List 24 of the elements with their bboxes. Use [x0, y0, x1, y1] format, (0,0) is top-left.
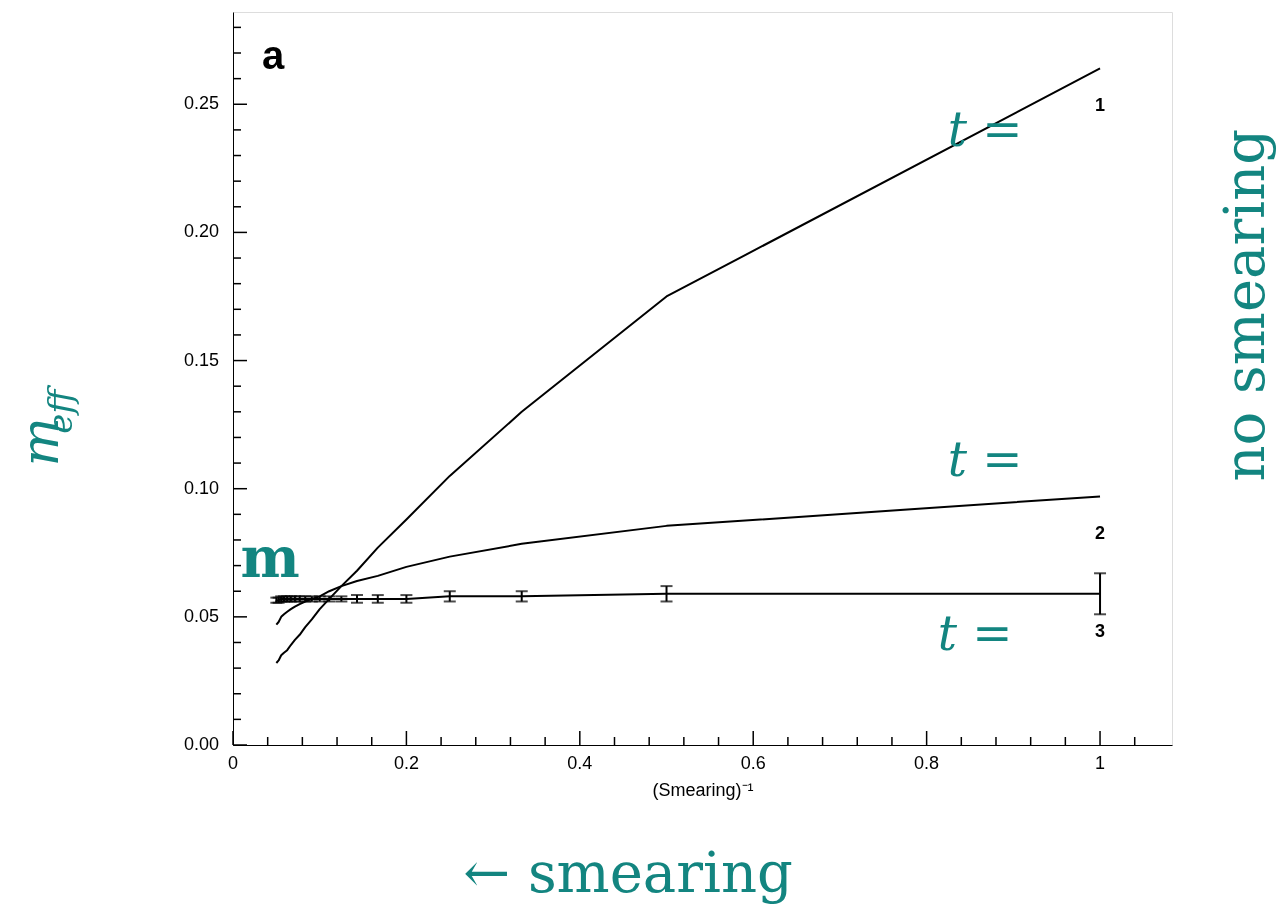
- annotation: t =: [937, 605, 1013, 661]
- series-label: 1: [1095, 95, 1106, 116]
- annotation: t =: [947, 101, 1023, 157]
- x-tick-label: 0.4: [567, 753, 593, 773]
- annotation: m: [240, 524, 300, 590]
- x-tick-label: 0.2: [393, 753, 419, 773]
- series-label: 3: [1095, 620, 1106, 641]
- text: no smearing: [1212, 128, 1277, 482]
- annotation: t =: [947, 431, 1023, 487]
- text: ← smearing: [463, 840, 793, 905]
- y-tick-label: 0.05: [183, 605, 219, 626]
- x-tick-label: 1: [1095, 753, 1106, 773]
- y-tick-label: 0.00: [183, 734, 219, 754]
- y-tick-label: 0.25: [183, 93, 219, 114]
- x-tick-label: 0.6: [740, 753, 766, 773]
- annotation: a: [261, 33, 285, 77]
- x-tick-label: 0: [227, 753, 239, 773]
- y-tick-label: 0.10: [183, 477, 219, 498]
- y-axis-title: meff: [10, 384, 80, 467]
- series-label: 2: [1095, 523, 1106, 544]
- y-tick-label: 0.15: [183, 349, 219, 370]
- y-tick-label: 0.20: [183, 221, 219, 242]
- x-axis-title: (Smearing)⁻¹: [652, 779, 754, 800]
- x-tick-label: 0.8: [914, 753, 940, 773]
